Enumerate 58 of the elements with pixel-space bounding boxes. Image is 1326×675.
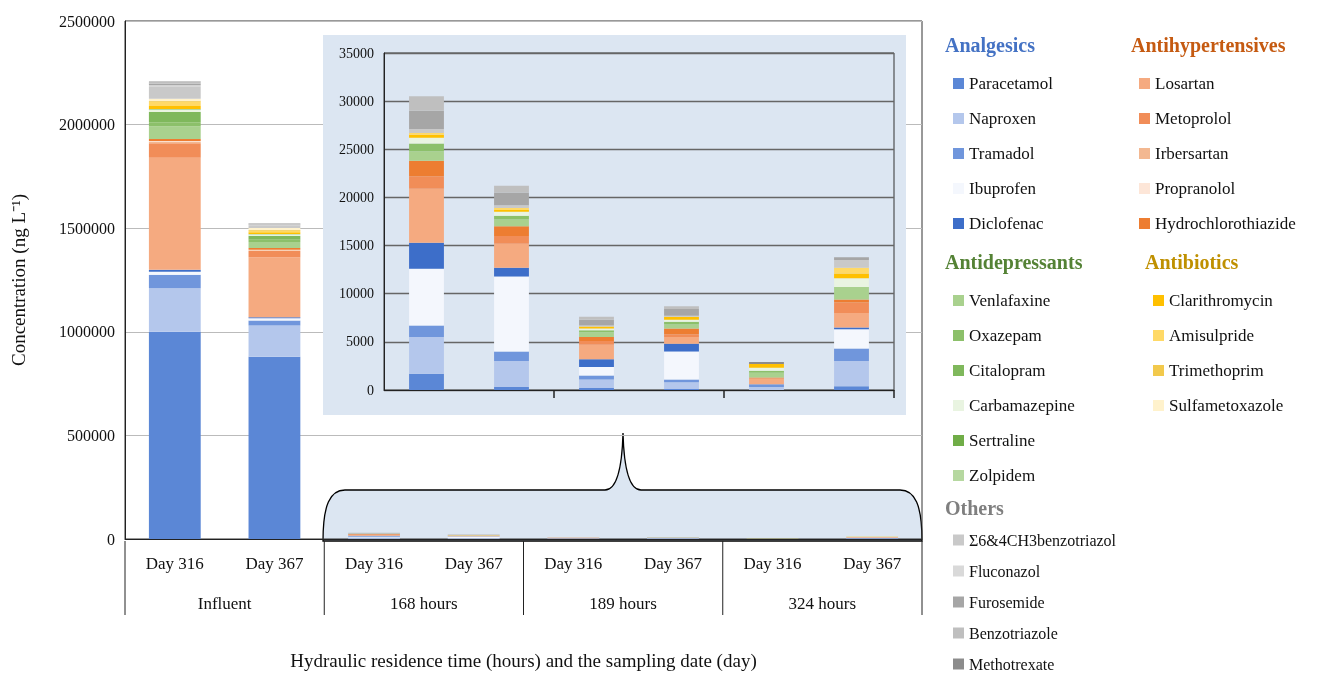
y-tick-label: 5000 <box>346 334 374 350</box>
legend-label: Carbamazepine <box>969 396 1075 415</box>
text: 168 hours <box>390 593 458 613</box>
y-tick-label: 1000000 <box>59 323 115 341</box>
x-tick-label: Day 367 <box>245 554 304 573</box>
legend-label: Citalopram <box>969 361 1046 380</box>
legend-label: Sulfametoxazole <box>1169 396 1284 415</box>
y-tick-label: 25000 <box>339 141 374 157</box>
legend-label: Hydrochlorothiazide <box>1155 214 1296 233</box>
legend-label: Oxazepam <box>969 326 1042 345</box>
y-tick-label: 1500000 <box>59 219 115 237</box>
legend-label: Paracetamol <box>969 74 1054 93</box>
y-tick-label: 500000 <box>67 426 115 444</box>
x-tick-label: Day 367 <box>843 554 902 573</box>
text: Antidepressants <box>945 251 1083 274</box>
y-tick-label: 20000 <box>339 189 374 205</box>
legend-label: Tramadol <box>969 144 1035 163</box>
legend-label: Ibuprofen <box>969 179 1037 198</box>
text: 324 hours <box>788 593 857 613</box>
legend-label: Clarithromycin <box>1169 291 1274 310</box>
legend-label: Propranolol <box>1155 179 1236 198</box>
y-tick-label: 10000 <box>339 286 374 302</box>
legend-label: Trimethoprim <box>1169 361 1264 380</box>
legend-label: Irbersartan <box>1155 144 1230 163</box>
x-tick-label: Day 316 <box>544 554 603 573</box>
text: Analgesics <box>945 34 1036 57</box>
legend-label: Naproxen <box>969 109 1037 128</box>
legend-label: Venlafaxine <box>969 291 1051 310</box>
legend-label: Metoprolol <box>1155 109 1232 128</box>
x-tick-label: Day 316 <box>743 554 802 573</box>
legend-label: Losartan <box>1155 74 1215 93</box>
y-tick-label: 2500000 <box>59 12 115 30</box>
legend-label: Zolpidem <box>969 466 1036 485</box>
x-tick-label: Day 316 <box>145 554 204 573</box>
x-tick-label: Day 316 <box>345 554 404 573</box>
text: 189 hours <box>589 593 657 613</box>
legend-label: Sertraline <box>969 431 1036 450</box>
text: Others <box>945 497 1005 519</box>
legend-label: Methotrexate <box>969 655 1055 673</box>
y-tick-label: 0 <box>367 382 374 398</box>
legend-label: Furosemide <box>969 593 1045 611</box>
y-tick-label: 2000000 <box>59 116 115 134</box>
y-tick-label: 15000 <box>339 238 374 254</box>
y-axis-title: Concentration (ng L⁻¹) <box>8 193 30 367</box>
y-tick-label: 35000 <box>339 45 374 61</box>
legend-label: Amisulpride <box>1169 326 1254 345</box>
legend-label: Fluconazol <box>969 562 1041 580</box>
x-tick-label: Day 367 <box>444 554 504 573</box>
x-axis-title: Hydraulic residence time (hours) and the sampling date (day) <box>290 650 757 672</box>
x-tick-label: Day 367 <box>643 554 703 573</box>
legend-label: Diclofenac <box>969 214 1045 233</box>
y-tick-label: 0 <box>107 530 115 548</box>
text: Antibiotics <box>1145 251 1239 273</box>
text: Influent <box>197 593 252 613</box>
legend-label: Σ6&4CH3benzotriazol <box>969 531 1117 549</box>
text: Antihypertensives <box>1131 34 1286 57</box>
legend-label: Benzotriazole <box>969 624 1058 642</box>
y-tick-label: 30000 <box>339 93 374 109</box>
